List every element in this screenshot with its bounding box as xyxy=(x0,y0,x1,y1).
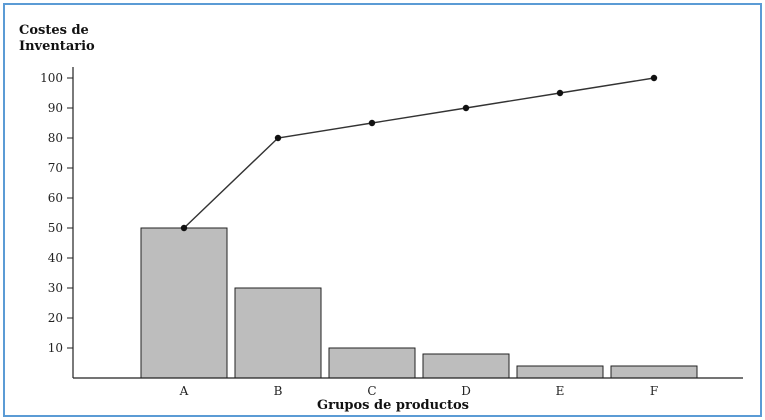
x-axis-title: Grupos de productos xyxy=(317,398,469,413)
y-tick-label: 20 xyxy=(48,311,63,325)
x-tick-label: C xyxy=(367,384,376,398)
y-tick-label: 50 xyxy=(48,221,63,235)
chart-figure: Costes de Inventario 10 20 30 40 50 60 70 80 90 1… xyxy=(3,3,762,417)
bar-c xyxy=(328,347,416,379)
cumulative-point-d xyxy=(462,104,470,112)
x-tick-label: F xyxy=(650,384,658,398)
cumulative-point-c xyxy=(368,119,376,127)
y-tick-label: 90 xyxy=(48,101,63,115)
bar-d xyxy=(422,353,510,379)
cumulative-point-a xyxy=(180,224,188,232)
y-tick-label: 100 xyxy=(40,71,63,85)
x-axis-tick-labels: A B C D E F xyxy=(179,384,659,398)
y-tick-label: 30 xyxy=(48,281,63,295)
x-tick-label: D xyxy=(461,384,471,398)
y-tick-label: 40 xyxy=(48,251,63,265)
y-axis-title-line-2: Inventario xyxy=(19,39,95,54)
bar-b xyxy=(234,287,322,379)
y-tick-label: 80 xyxy=(48,131,63,145)
x-tick-label: A xyxy=(179,384,189,398)
pareto-chart: Costes de Inventario 1020304050607080901… xyxy=(19,23,743,413)
cumulative-point-b xyxy=(274,134,282,142)
y-tick-label: 10 xyxy=(48,341,63,355)
x-tick-label: E xyxy=(556,384,565,398)
y-axis-ticks: 10 20 30 40 50 60 70 80 90 100 xyxy=(40,71,73,355)
bars xyxy=(140,227,698,379)
cumulative-polyline xyxy=(183,77,655,229)
y-tick-label: 70 xyxy=(48,161,63,175)
bar-f xyxy=(610,365,698,379)
bar-e xyxy=(516,365,604,379)
x-tick-label: B xyxy=(274,384,283,398)
cumulative-line xyxy=(180,74,658,232)
y-axis-title-line-1: Costes de xyxy=(19,23,89,38)
y-tick-label: 60 xyxy=(48,191,63,205)
cumulative-point-e xyxy=(556,89,564,97)
cumulative-point-f xyxy=(650,74,658,82)
bar-a xyxy=(140,227,228,379)
